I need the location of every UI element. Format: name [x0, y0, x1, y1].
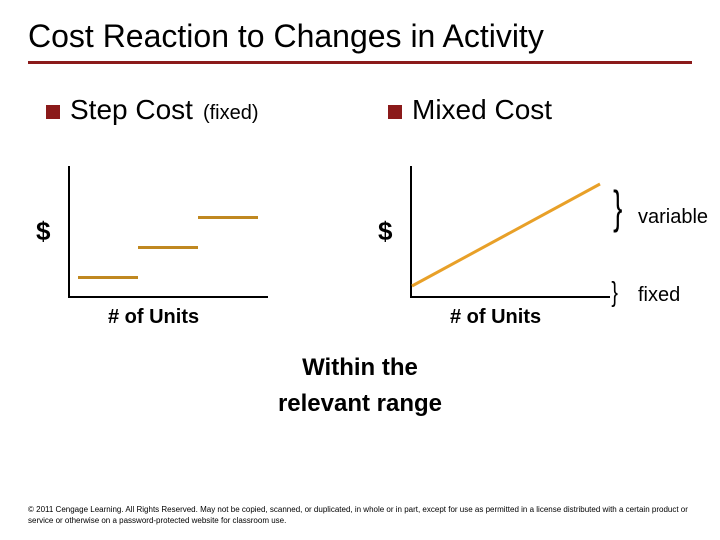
brace-icon: }	[611, 278, 618, 306]
bottom-caption-line2: relevant range	[28, 390, 692, 418]
y-axis-label: $	[36, 216, 50, 247]
step-segment	[198, 216, 258, 219]
content-columns: Step Cost (fixed) $ # of Units Mixed Cos…	[28, 94, 692, 346]
title-underline: Cost Reaction to Changes in Activity	[28, 18, 692, 64]
right-heading: Mixed Cost	[388, 94, 692, 126]
brace-icon: }	[613, 184, 622, 230]
left-heading-main: Step Cost	[70, 94, 193, 126]
bullet-icon	[388, 105, 402, 119]
step-segment	[138, 246, 198, 249]
bullet-icon	[46, 105, 60, 119]
step-chart: $ # of Units	[28, 166, 350, 346]
right-column: Mixed Cost $ } variable } fixed # of Uni…	[370, 94, 692, 346]
slide-title: Cost Reaction to Changes in Activity	[28, 18, 692, 55]
mixed-cost-line	[370, 166, 630, 306]
left-heading-sub: (fixed)	[203, 102, 259, 125]
annotation-variable: variable	[638, 206, 708, 229]
step-segment	[78, 276, 138, 279]
bottom-caption-line1: Within the	[28, 354, 692, 382]
y-axis	[68, 166, 70, 296]
x-axis	[68, 296, 268, 298]
annotation-fixed: fixed	[638, 284, 680, 307]
left-heading: Step Cost (fixed)	[46, 94, 350, 126]
x-axis-label: # of Units	[450, 306, 541, 329]
slide: Cost Reaction to Changes in Activity Ste…	[0, 0, 720, 540]
mixed-chart: $ } variable } fixed # of Units	[370, 166, 692, 346]
copyright-text: © 2011 Cengage Learning. All Rights Rese…	[28, 505, 692, 526]
right-heading-main: Mixed Cost	[412, 94, 552, 126]
left-column: Step Cost (fixed) $ # of Units	[28, 94, 350, 346]
x-axis-label: # of Units	[108, 306, 199, 329]
